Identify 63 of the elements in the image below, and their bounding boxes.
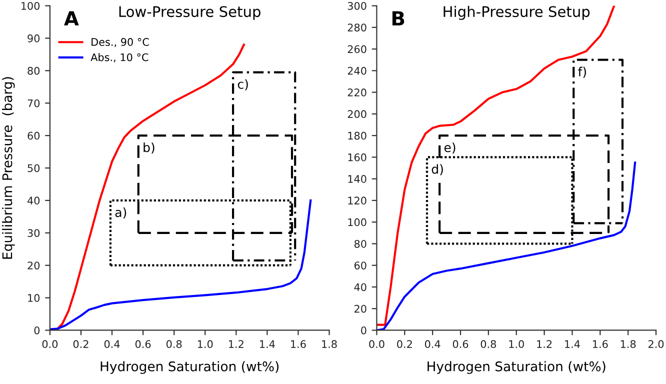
y-tick-label: 20 <box>28 262 40 270</box>
y-tick-label: 0 <box>34 326 40 334</box>
y-tick-label: 80 <box>354 240 366 248</box>
x-tick-label: 0.4 <box>104 340 120 348</box>
x-tick-label: 1.2 <box>229 340 244 348</box>
legend-label: Abs., 10 °C <box>90 53 148 62</box>
x-tick-label: 0.2 <box>397 340 412 348</box>
x-tick-label: 2.0 <box>648 340 664 348</box>
x-tick-label: 0.0 <box>369 340 384 348</box>
y-axis-title: Equilibrium Pressure (barg) <box>2 77 15 259</box>
x-tick-label: 1.8 <box>620 340 636 348</box>
y-tick-label: 240 <box>348 66 366 75</box>
y-tick-label: 10 <box>28 294 40 302</box>
x-tick-label: 0.2 <box>73 340 88 348</box>
x-axis-title: Hydrogen Saturation (wt%) <box>100 361 279 374</box>
y-tick-label: 30 <box>28 229 40 237</box>
annotation: B <box>392 11 404 26</box>
y-tick-label: 90 <box>28 34 40 42</box>
annotation: a) <box>115 207 126 219</box>
y-tick-label: 80 <box>28 66 40 75</box>
y-tick-label: 100 <box>348 218 366 226</box>
y-tick-label: 100 <box>21 2 40 10</box>
y-tick-label: 200 <box>348 110 366 118</box>
y-tick-label: 220 <box>348 88 366 96</box>
y-tick-label: 300 <box>348 2 366 10</box>
x-tick-label: 0.0 <box>42 340 58 348</box>
y-tick-label: 160 <box>348 153 366 162</box>
x-tick-label: 1.4 <box>260 340 275 348</box>
y-tick-label: 180 <box>348 132 366 140</box>
annotation: e) <box>444 142 456 154</box>
annotation: c) <box>238 79 248 90</box>
x-tick-label: 0.6 <box>135 340 151 348</box>
y-tick-label: 140 <box>348 175 366 183</box>
x-tick-label: 0.8 <box>480 340 496 348</box>
x-tick-label: 0.6 <box>452 340 468 348</box>
y-tick-label: 40 <box>27 196 40 205</box>
legend-label: Des., 90 °C <box>92 38 149 47</box>
y-tick-label: 260 <box>348 45 366 54</box>
x-tick-label: 1.6 <box>593 340 608 348</box>
x-tick-label: 1.0 <box>509 340 524 348</box>
y-tick-label: 20 <box>354 304 366 313</box>
y-tick-label: 120 <box>348 196 366 205</box>
annotation: A <box>64 11 79 26</box>
y-tick-label: 280 <box>348 24 366 32</box>
y-tick-label: 60 <box>354 262 366 270</box>
x-tick-label: 1.2 <box>537 340 552 348</box>
x-tick-label: 1.6 <box>291 340 306 348</box>
chart-title: High-Pressure Setup <box>444 6 590 20</box>
x-tick-label: 1.4 <box>565 340 580 348</box>
annotation: b) <box>144 142 154 154</box>
annotation: f) <box>578 66 586 78</box>
y-tick-label: 50 <box>28 164 40 172</box>
x-tick-label: 0.8 <box>166 340 182 348</box>
x-tick-label: 1.8 <box>322 340 337 348</box>
y-tick-label: 60 <box>28 132 40 140</box>
x-tick-label: 1.0 <box>198 340 213 348</box>
annotation: d) <box>432 164 443 176</box>
x-axis-title: Hydrogen Saturation (wt%) <box>428 361 606 374</box>
y-tick-label: 70 <box>28 99 40 108</box>
y-tick-label: 40 <box>354 283 366 292</box>
x-tick-label: 0.4 <box>424 340 440 348</box>
y-tick-label: 0 <box>361 326 366 334</box>
chart-title: Low-Pressure Setup <box>119 6 260 20</box>
